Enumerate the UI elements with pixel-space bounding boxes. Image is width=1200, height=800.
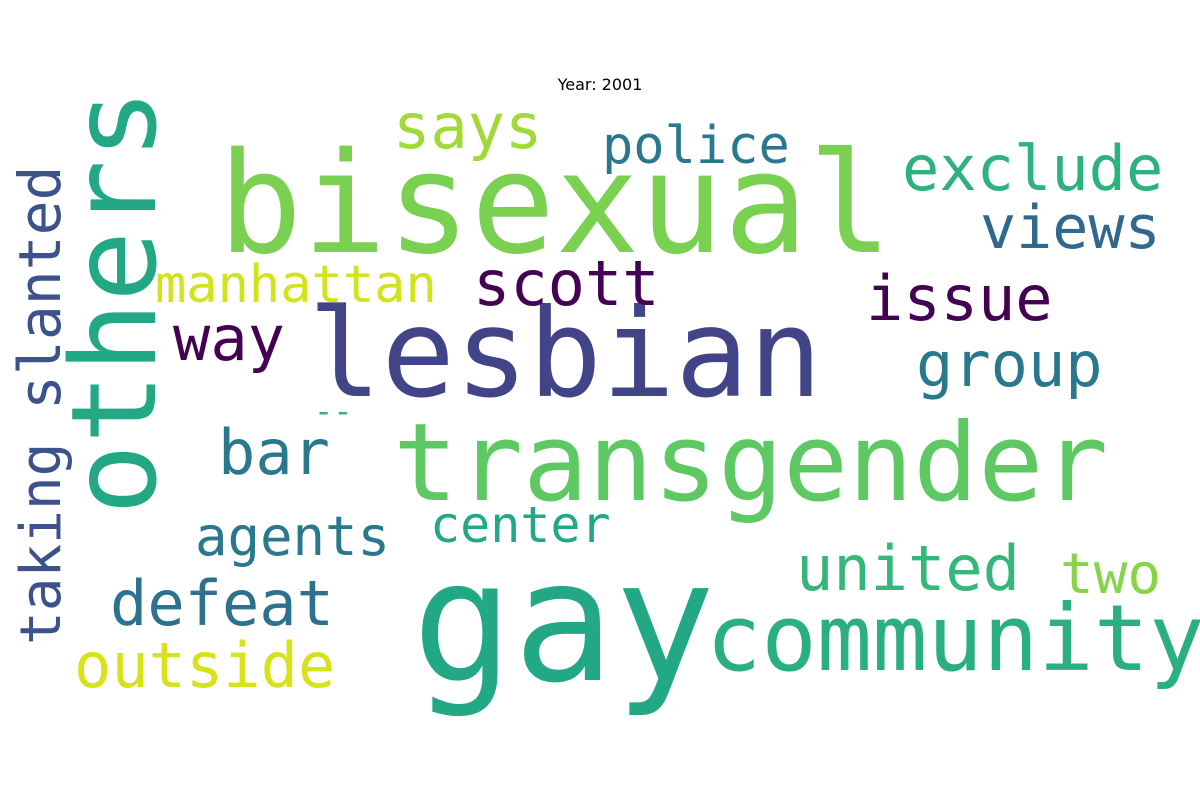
word-bar: bar bbox=[218, 416, 330, 489]
word-says: says bbox=[393, 90, 542, 163]
word-way: way bbox=[173, 302, 285, 375]
word-two: two bbox=[1060, 542, 1161, 607]
word-community: community bbox=[706, 585, 1200, 692]
word-police: police bbox=[602, 116, 790, 176]
word-lesbian: lesbian bbox=[308, 283, 822, 425]
word-bisexual: bisexual bbox=[218, 123, 892, 286]
word-outside: outside bbox=[74, 629, 335, 702]
word-taking: taking bbox=[9, 443, 74, 645]
word-slanted: slanted bbox=[6, 166, 74, 410]
word-center: center bbox=[430, 496, 611, 554]
word-views: views bbox=[980, 193, 1161, 263]
word-others: others bbox=[45, 89, 183, 515]
word-manhattan: manhattan bbox=[155, 255, 437, 315]
word-defeat: defeat bbox=[110, 567, 334, 640]
word-gay: gay bbox=[412, 524, 715, 720]
word-transgender: transgender bbox=[393, 401, 1108, 526]
figure-title: Year: 2001 bbox=[557, 75, 643, 94]
word-dash: -- bbox=[314, 392, 353, 430]
word-issue: issue bbox=[866, 262, 1053, 335]
word-group: group bbox=[916, 328, 1103, 401]
words-layer: bisexual others lesbiantransgendergaycommu… bbox=[6, 89, 1200, 720]
word-scott: scott bbox=[473, 247, 660, 320]
word-agents: agents bbox=[195, 505, 390, 568]
word-united: united bbox=[796, 532, 1020, 605]
word-exclude: exclude bbox=[902, 132, 1163, 205]
